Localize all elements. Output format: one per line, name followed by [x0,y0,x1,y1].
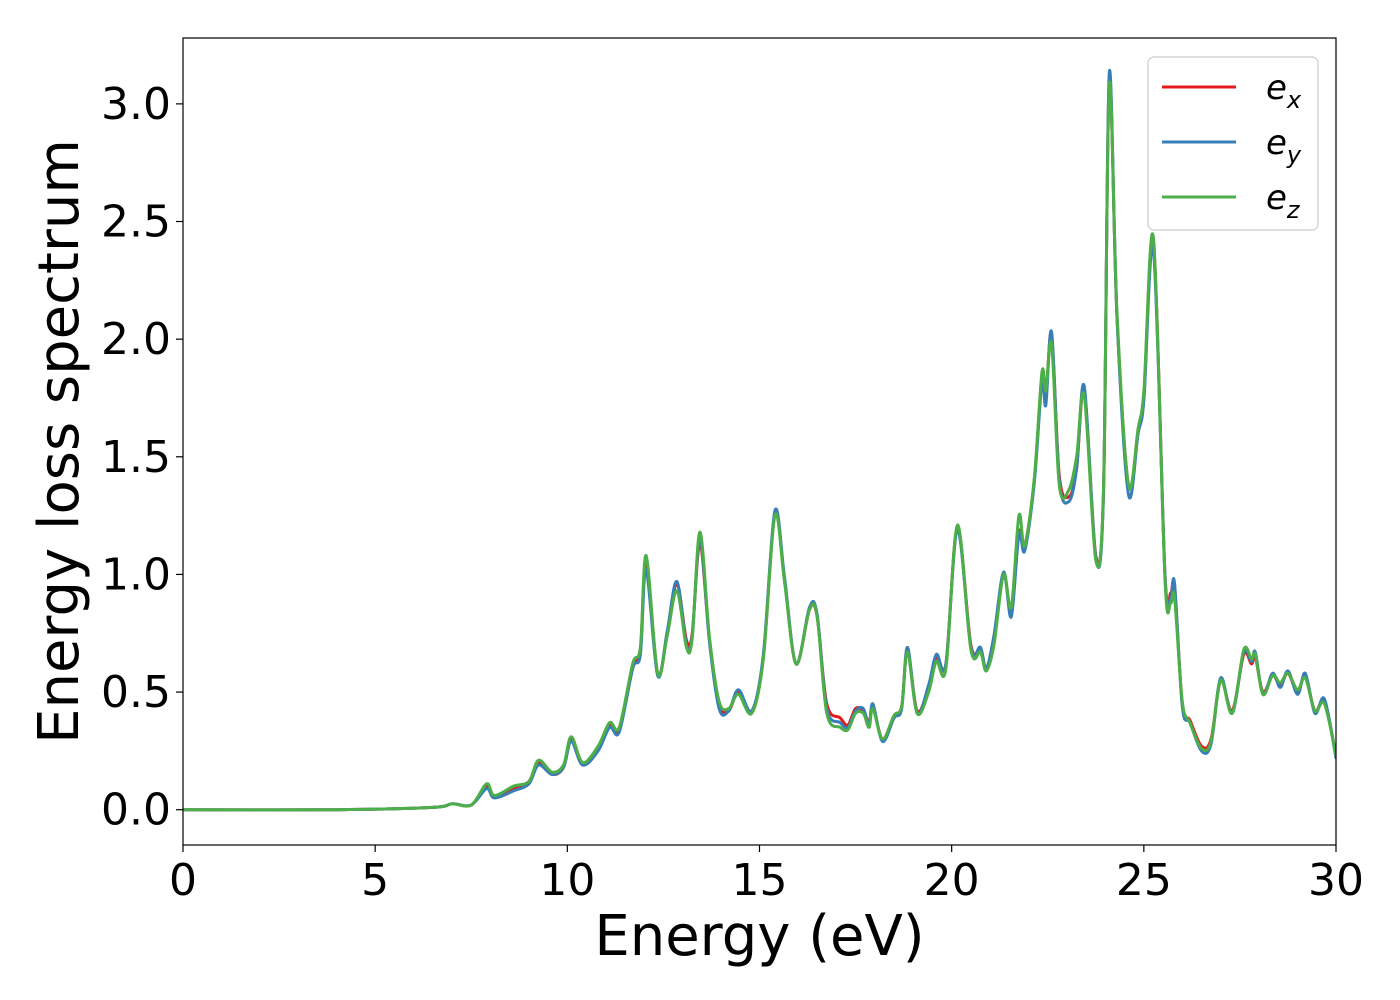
legend-label-z: ez [1266,178,1301,224]
y-tick-label: 0.0 [101,785,171,836]
x-axis-label: Energy (eV) [594,904,924,969]
x-tick-label: 25 [1116,855,1172,906]
y-tick-label: 2.5 [101,197,171,248]
x-tick-label: 20 [924,855,980,906]
legend-label-subscript: x [1286,86,1302,114]
x-tick-label: 5 [361,855,389,906]
series-line-z [183,80,1336,812]
y-tick-label: 0.5 [101,667,171,718]
x-axis: 0 5 10 15 20 25 30 [169,845,1364,906]
y-axis-label: Energy loss spectrum [27,139,92,744]
y-tick-label: 1.0 [101,549,171,600]
legend-label-y: ey [1266,123,1302,169]
legend-label-subscript: y [1286,141,1302,169]
x-tick-label: 15 [732,855,788,906]
legend-label-base: e [1266,68,1287,108]
y-tick-label: 1.5 [101,432,171,483]
legend-label-base: e [1266,178,1287,218]
legend-label-x: ex [1266,68,1302,114]
y-tick-label: 2.0 [101,314,171,365]
y-tick-label: 3.0 [101,79,171,130]
y-axis: 0.0 0.5 1.0 1.5 2.0 2.5 3.0 [101,79,183,836]
x-tick-label: 10 [539,855,595,906]
x-tick-label: 30 [1308,855,1364,906]
legend-label-subscript: z [1286,196,1301,224]
series-layer [183,68,1336,812]
x-tick-label: 0 [169,855,197,906]
legend-label-base: e [1266,123,1287,163]
